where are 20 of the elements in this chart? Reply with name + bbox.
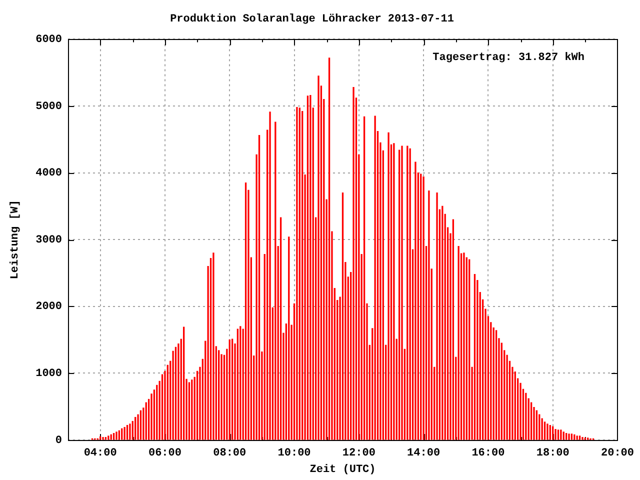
y-tick-label: 0	[55, 434, 62, 447]
x-axis-title: Zeit (UTC)	[310, 464, 376, 476]
annotation: Tagesertrag: 31.827 kWh	[432, 52, 584, 64]
y-tick-label: 3000	[36, 234, 62, 246]
x-tick-label: 20:00	[600, 447, 634, 460]
x-tick-label: 10:00	[278, 447, 311, 460]
y-tick-label: 4000	[36, 168, 62, 180]
x-tick-label: 06:00	[148, 447, 182, 460]
y-axis-title: Leistung [W]	[9, 200, 22, 280]
x-tick-label: 08:00	[213, 447, 246, 460]
y-tick-label: 2000	[36, 301, 62, 314]
x-tick-label: 16:00	[472, 447, 505, 460]
chart-title: Produktion Solaranlage Löhracker 2013-07-11	[170, 13, 454, 26]
x-tick-label: 14:00	[407, 447, 440, 460]
y-tick-label: 5000	[36, 100, 62, 113]
y-tick-label: 1000	[36, 368, 62, 380]
x-tick-label: 12:00	[342, 447, 376, 460]
x-tick-label: 04:00	[84, 447, 117, 460]
y-tick-label: 6000	[36, 34, 62, 46]
x-tick-label: 18:00	[536, 447, 570, 460]
